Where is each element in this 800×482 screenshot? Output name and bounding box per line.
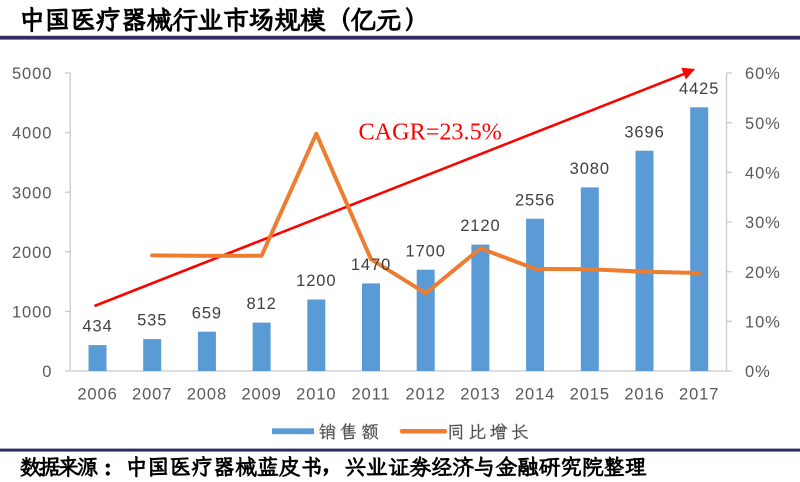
svg-text:2120: 2120 [460,217,500,235]
svg-text:812: 812 [246,295,276,313]
svg-text:2007: 2007 [132,386,172,404]
svg-text:2011: 2011 [351,386,390,404]
svg-text:40%: 40% [745,164,781,182]
svg-text:20%: 20% [745,264,781,282]
svg-text:10%: 10% [745,313,781,331]
svg-text:1000: 1000 [12,304,52,322]
svg-text:535: 535 [137,312,167,330]
svg-text:659: 659 [192,304,222,322]
svg-text:3696: 3696 [624,123,664,141]
svg-text:4000: 4000 [12,125,52,143]
svg-text:1470: 1470 [351,256,391,274]
svg-text:2009: 2009 [241,386,281,404]
svg-text:3080: 3080 [570,160,610,178]
svg-text:50%: 50% [745,115,781,133]
svg-text:2016: 2016 [624,386,664,404]
svg-text:2017: 2017 [679,386,719,404]
svg-text:1700: 1700 [406,242,446,260]
svg-text:2006: 2006 [77,386,117,404]
svg-text:0%: 0% [745,363,771,381]
svg-text:2010: 2010 [296,386,336,404]
svg-text:4425: 4425 [679,80,719,98]
svg-text:5000: 5000 [12,65,52,83]
svg-text:2014: 2014 [515,386,555,404]
svg-text:1200: 1200 [296,272,336,290]
svg-text:2000: 2000 [12,244,52,262]
svg-text:60%: 60% [745,65,781,83]
svg-text:2012: 2012 [406,386,446,404]
svg-text:30%: 30% [745,214,781,232]
svg-text:434: 434 [82,318,112,336]
svg-text:2015: 2015 [570,386,610,404]
svg-text:0: 0 [42,363,52,381]
svg-text:CAGR=23.5%: CAGR=23.5% [359,118,502,145]
svg-text:2008: 2008 [187,386,227,404]
svg-text:2013: 2013 [460,386,500,404]
svg-text:2556: 2556 [515,191,555,209]
svg-text:3000: 3000 [12,184,52,202]
